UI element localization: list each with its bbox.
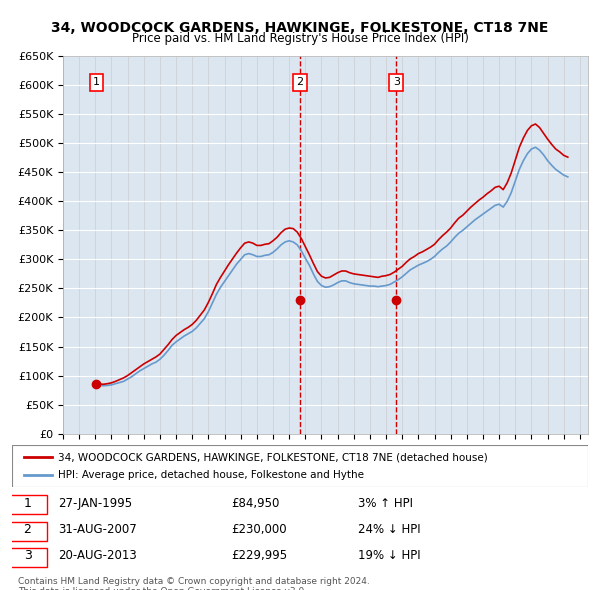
Text: 3% ↑ HPI: 3% ↑ HPI — [358, 497, 413, 510]
FancyBboxPatch shape — [9, 548, 47, 567]
Text: 27-JAN-1995: 27-JAN-1995 — [58, 497, 132, 510]
Text: £230,000: £230,000 — [231, 523, 287, 536]
Text: £84,950: £84,950 — [231, 497, 279, 510]
Text: 1: 1 — [23, 497, 31, 510]
Text: £229,995: £229,995 — [231, 549, 287, 562]
Text: Price paid vs. HM Land Registry's House Price Index (HPI): Price paid vs. HM Land Registry's House … — [131, 32, 469, 45]
FancyBboxPatch shape — [9, 495, 47, 514]
FancyBboxPatch shape — [9, 522, 47, 540]
FancyBboxPatch shape — [12, 445, 588, 487]
Text: 3: 3 — [23, 549, 31, 562]
Text: 34, WOODCOCK GARDENS, HAWKINGE, FOLKESTONE, CT18 7NE: 34, WOODCOCK GARDENS, HAWKINGE, FOLKESTO… — [52, 21, 548, 35]
Text: 19% ↓ HPI: 19% ↓ HPI — [358, 549, 420, 562]
Text: 34, WOODCOCK GARDENS, HAWKINGE, FOLKESTONE, CT18 7NE (detached house): 34, WOODCOCK GARDENS, HAWKINGE, FOLKESTO… — [58, 452, 488, 462]
Text: 20-AUG-2013: 20-AUG-2013 — [58, 549, 137, 562]
Text: 31-AUG-2007: 31-AUG-2007 — [58, 523, 137, 536]
Text: 3: 3 — [393, 77, 400, 87]
Text: 24% ↓ HPI: 24% ↓ HPI — [358, 523, 420, 536]
Text: 1: 1 — [93, 77, 100, 87]
Text: Contains HM Land Registry data © Crown copyright and database right 2024.
This d: Contains HM Land Registry data © Crown c… — [18, 577, 370, 590]
Text: 2: 2 — [296, 77, 304, 87]
Text: 2: 2 — [23, 523, 31, 536]
Text: HPI: Average price, detached house, Folkestone and Hythe: HPI: Average price, detached house, Folk… — [58, 470, 364, 480]
